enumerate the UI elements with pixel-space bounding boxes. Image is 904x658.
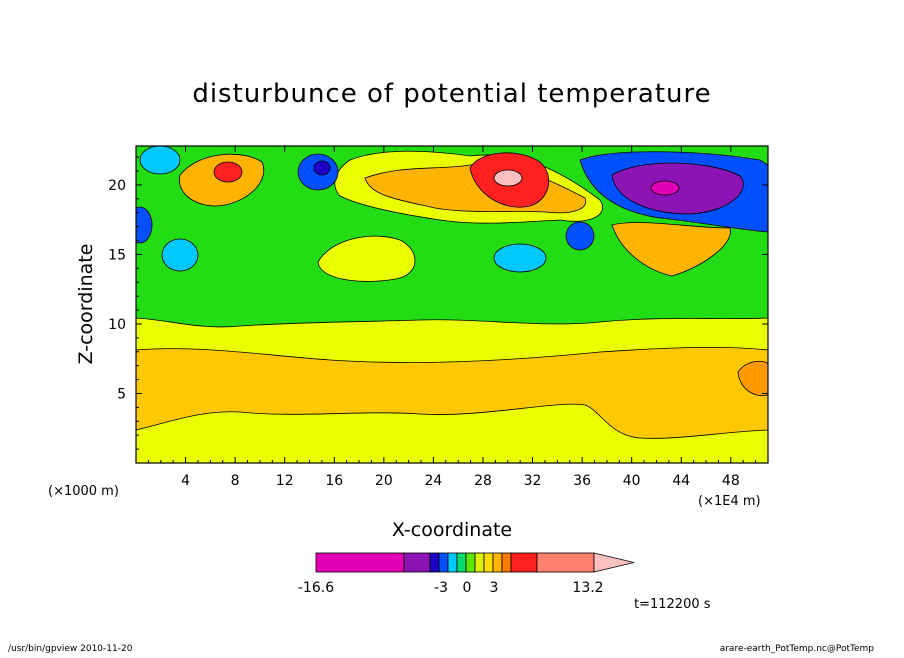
blob-cyan-mid (493, 243, 547, 273)
x-tick-label: 8 (231, 473, 240, 489)
blob-orange-right (611, 222, 731, 277)
colorbar-label: 0 (463, 580, 472, 596)
colorbar-segment (536, 552, 595, 573)
x-tick-label: 4 (181, 473, 190, 489)
y-tick-label: 5 (117, 386, 126, 402)
blob-pink-core (493, 169, 523, 187)
colorbar-segment (492, 552, 503, 573)
footer-left: /usr/bin/gpview 2010-11-20 (8, 644, 133, 654)
colorbar-segment (315, 552, 405, 573)
x-tick-label: 44 (672, 473, 690, 489)
plot-frame (135, 145, 769, 464)
x-tick-label: 48 (722, 473, 740, 489)
footer-right: arare-earth_PotTemp.nc@PotTemp (720, 644, 875, 654)
blob-blue-mid (565, 221, 595, 251)
colorbar-label: -16.6 (298, 580, 334, 596)
x-axis-ticks: 4 8 12 16 20 24 28 32 36 40 44 48 (147, 146, 757, 489)
x-tick-label: 20 (375, 473, 393, 489)
y-tick-label: 20 (108, 178, 126, 194)
blob-navy-left (313, 160, 331, 176)
colorbar-segment (510, 552, 538, 573)
x-axis-title: X-coordinate (392, 519, 512, 541)
colorbar-segment (456, 552, 467, 573)
band-orange (136, 346, 768, 439)
chart-title: disturbunce of potential temperature (192, 79, 711, 109)
x-tick-label: 32 (524, 473, 542, 489)
x-tick-label: 36 (573, 473, 591, 489)
x-unit-left: (×1000 m) (48, 484, 119, 499)
blob-blue-edge (136, 206, 153, 244)
y-axis-ticks: 5 10 15 20 (108, 156, 768, 450)
x-tick-label: 24 (424, 473, 442, 489)
time-label: t=112200 s (634, 597, 711, 612)
y-tick-label: 10 (108, 317, 126, 333)
y-axis-title: Z-coordinate (75, 244, 97, 365)
colorbar-arrow (593, 552, 635, 573)
x-tick-label: 12 (276, 473, 294, 489)
x-tick-label: 40 (623, 473, 641, 489)
colorbar-labels: -16.6 -3 0 3 13.2 (298, 580, 604, 596)
x-unit-right: (×1E4 m) (698, 494, 761, 509)
blob-magenta-core (650, 180, 680, 196)
y-tick-label: 15 (108, 247, 126, 263)
colorbar-label: 3 (490, 580, 499, 596)
colorbar-segment (429, 552, 440, 573)
colorbar-label: 13.2 (572, 580, 603, 596)
colorbar-segment (483, 552, 494, 573)
x-tick-label: 16 (325, 473, 343, 489)
contour-field (136, 146, 768, 463)
colorbar-segment (474, 552, 485, 573)
blob-cyan-left-top (139, 146, 181, 175)
blob-cyan-left (161, 238, 199, 272)
blob-yellow-mid (317, 235, 416, 282)
colorbar-segment (403, 552, 431, 573)
colorbar-segment (447, 552, 458, 573)
x-tick-label: 28 (474, 473, 492, 489)
colorbar-segment (438, 552, 449, 573)
blob-orange-lower-right (737, 360, 768, 397)
colorbar-segment (501, 552, 512, 573)
colorbar-segment (465, 552, 476, 573)
blob-red-left (213, 161, 243, 183)
colorbar (315, 552, 635, 573)
colorbar-label: -3 (434, 580, 448, 596)
